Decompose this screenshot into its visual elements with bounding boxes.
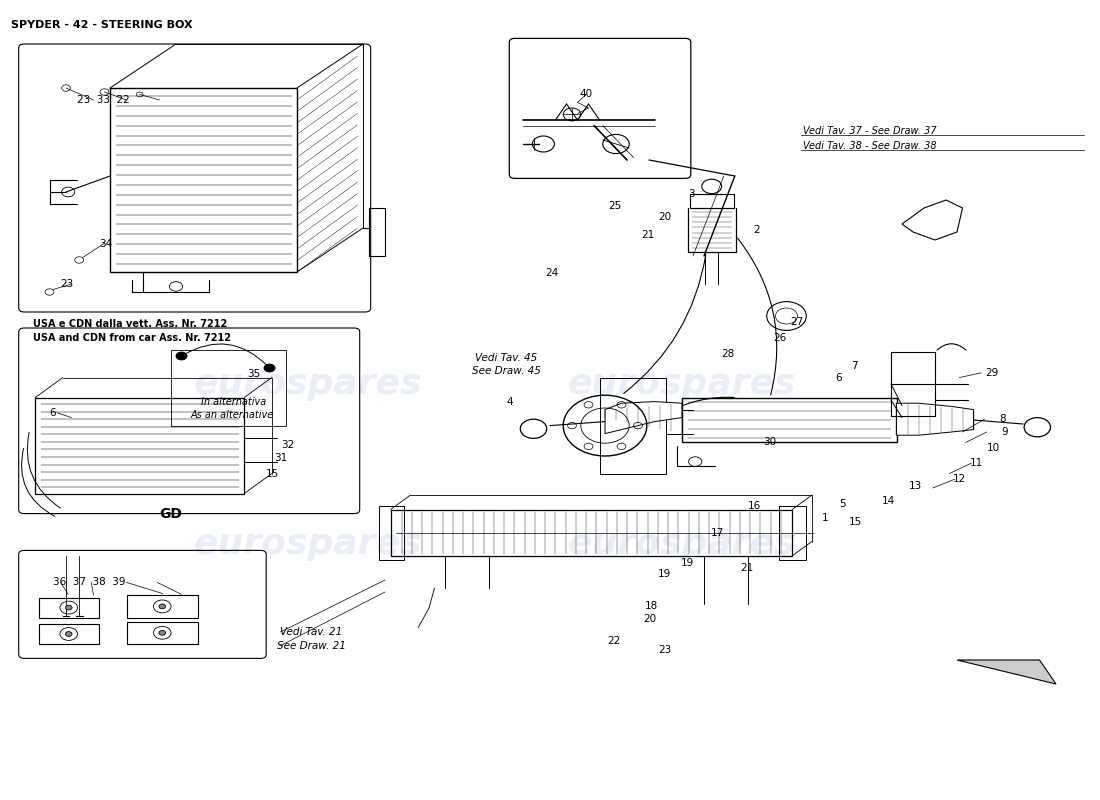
Text: Vedi Tav. 21: Vedi Tav. 21 <box>280 627 343 637</box>
Text: 23: 23 <box>60 279 74 289</box>
Text: See Draw. 45: See Draw. 45 <box>472 366 541 376</box>
Text: 30: 30 <box>763 438 777 447</box>
Text: 25: 25 <box>608 202 622 211</box>
Text: Vedi Tav. 45: Vedi Tav. 45 <box>475 353 538 362</box>
Text: 22: 22 <box>607 636 620 646</box>
Text: Vedi Tav. 37 - See Draw. 37: Vedi Tav. 37 - See Draw. 37 <box>803 126 936 136</box>
Text: 29: 29 <box>986 368 999 378</box>
Text: USA and CDN from car Ass. Nr. 7212: USA and CDN from car Ass. Nr. 7212 <box>33 333 231 342</box>
Text: 21: 21 <box>740 563 754 573</box>
Circle shape <box>176 352 187 360</box>
Bar <box>600 378 666 474</box>
Polygon shape <box>902 200 962 240</box>
Text: 14: 14 <box>882 496 895 506</box>
Text: Vedi Tav. 38 - See Draw. 38: Vedi Tav. 38 - See Draw. 38 <box>803 141 936 150</box>
Text: 6: 6 <box>835 374 842 383</box>
Text: eurospares: eurospares <box>568 527 796 561</box>
Text: GD: GD <box>160 506 183 521</box>
Bar <box>379 506 404 560</box>
Text: 31: 31 <box>274 454 287 463</box>
Text: 23: 23 <box>658 645 671 654</box>
Bar <box>170 350 286 426</box>
Text: eurospares: eurospares <box>568 367 796 401</box>
Bar <box>390 510 792 556</box>
Circle shape <box>66 632 73 637</box>
Bar <box>39 598 99 618</box>
Circle shape <box>66 605 73 610</box>
Text: eurospares: eurospares <box>194 367 422 401</box>
Text: In alternativa: In alternativa <box>201 397 266 406</box>
Text: eurospares: eurospares <box>194 527 422 561</box>
Text: 17: 17 <box>711 528 724 538</box>
Text: SPYDER - 42 - STEERING BOX: SPYDER - 42 - STEERING BOX <box>11 20 192 30</box>
Text: 8: 8 <box>999 414 1005 424</box>
Text: 35: 35 <box>248 369 261 378</box>
Bar <box>682 398 896 442</box>
Text: 12: 12 <box>953 474 966 484</box>
Text: See Draw. 21: See Draw. 21 <box>277 641 346 650</box>
Text: 11: 11 <box>970 458 983 468</box>
Text: 34: 34 <box>99 239 112 249</box>
Text: 20: 20 <box>644 614 657 624</box>
Circle shape <box>160 630 166 635</box>
Text: 6: 6 <box>50 408 56 418</box>
Bar <box>35 398 244 494</box>
Text: 18: 18 <box>645 601 658 610</box>
Polygon shape <box>896 403 974 435</box>
Text: 27: 27 <box>790 317 803 326</box>
Text: 15: 15 <box>849 517 862 526</box>
Text: 40: 40 <box>580 90 593 99</box>
Text: 19: 19 <box>658 569 671 578</box>
Polygon shape <box>605 402 682 434</box>
Text: 19: 19 <box>681 558 694 568</box>
Text: 3: 3 <box>689 190 695 199</box>
Text: 36  37  38  39: 36 37 38 39 <box>53 578 125 587</box>
Bar <box>690 194 734 208</box>
Text: 32: 32 <box>282 440 295 450</box>
Bar <box>126 595 198 618</box>
Circle shape <box>264 364 275 372</box>
Bar <box>126 622 198 644</box>
Text: USA e CDN dalla vett. Ass. Nr. 7212: USA e CDN dalla vett. Ass. Nr. 7212 <box>33 319 228 329</box>
Text: 16: 16 <box>748 501 761 510</box>
Bar <box>779 506 806 560</box>
Polygon shape <box>957 660 1056 684</box>
Text: 26: 26 <box>773 333 786 342</box>
Text: 7: 7 <box>851 361 858 370</box>
Bar <box>110 88 297 272</box>
Text: 9: 9 <box>1001 427 1008 437</box>
Text: 10: 10 <box>987 443 1000 453</box>
Text: 28: 28 <box>722 349 735 358</box>
Text: 2: 2 <box>754 226 760 235</box>
Text: 15: 15 <box>266 469 279 478</box>
Bar <box>39 624 99 644</box>
Text: 23  33  22: 23 33 22 <box>77 95 130 105</box>
Text: 13: 13 <box>909 482 922 491</box>
Circle shape <box>160 604 166 609</box>
Text: 24: 24 <box>546 268 559 278</box>
Text: 21: 21 <box>641 230 654 240</box>
Text: 20: 20 <box>658 212 671 222</box>
Text: 1: 1 <box>822 513 828 522</box>
Text: 4: 4 <box>506 398 513 407</box>
Text: 5: 5 <box>839 499 846 509</box>
Text: As an alternative: As an alternative <box>190 410 274 420</box>
